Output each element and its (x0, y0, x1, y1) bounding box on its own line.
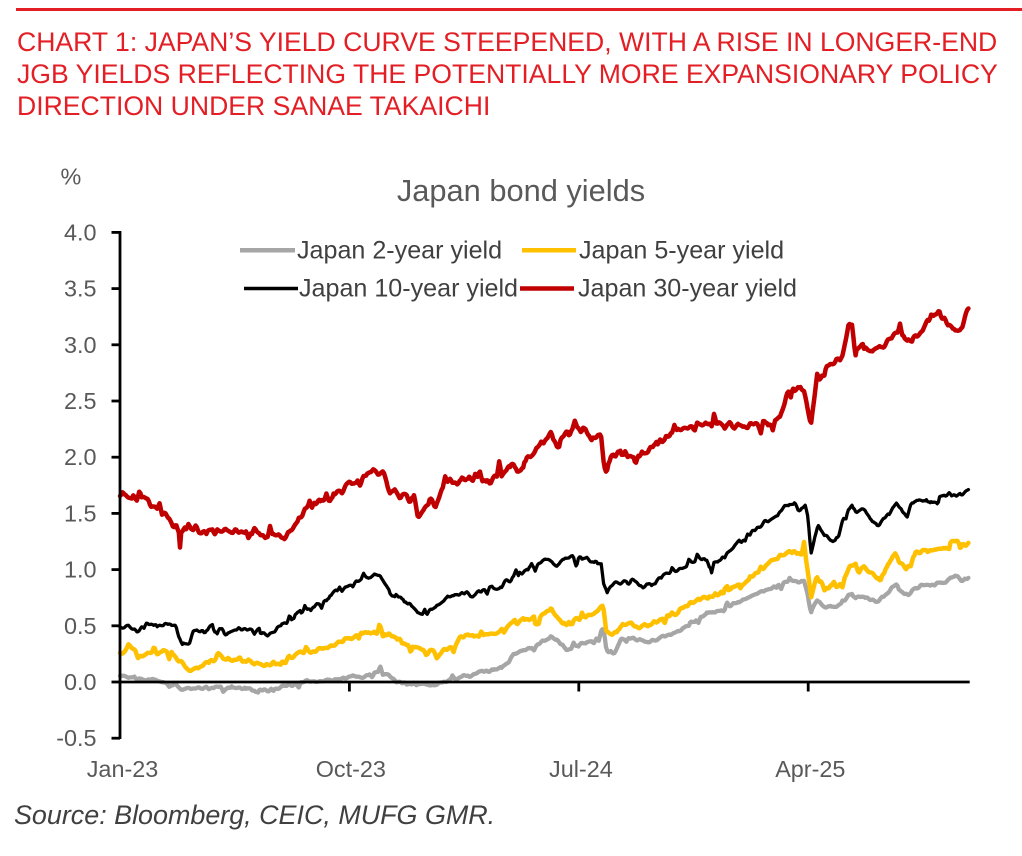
svg-text:4.0: 4.0 (64, 219, 97, 245)
svg-text:-0.5: -0.5 (56, 725, 96, 751)
svg-text:Jan-23: Jan-23 (87, 756, 159, 782)
svg-text:2.0: 2.0 (64, 444, 97, 470)
svg-text:Jul-24: Jul-24 (549, 756, 613, 782)
svg-text:1.5: 1.5 (64, 500, 97, 526)
svg-text:%: % (61, 163, 82, 189)
svg-text:0.5: 0.5 (64, 613, 97, 639)
svg-text:Japan 2-year yield: Japan 2-year yield (297, 237, 502, 265)
svg-text:3.5: 3.5 (64, 276, 97, 302)
svg-text:Japan bond yields: Japan bond yields (397, 173, 645, 208)
svg-text:Japan 5-year yield: Japan 5-year yield (579, 237, 784, 265)
svg-text:Apr-25: Apr-25 (775, 756, 845, 782)
svg-text:0.0: 0.0 (64, 669, 97, 695)
svg-text:3.0: 3.0 (64, 332, 97, 358)
svg-text:Oct-23: Oct-23 (316, 756, 386, 782)
svg-text:Japan 30-year yield: Japan 30-year yield (578, 275, 797, 303)
svg-text:1.0: 1.0 (64, 557, 97, 583)
svg-text:Japan 10-year yield: Japan 10-year yield (299, 275, 518, 303)
svg-text:2.5: 2.5 (64, 388, 97, 414)
